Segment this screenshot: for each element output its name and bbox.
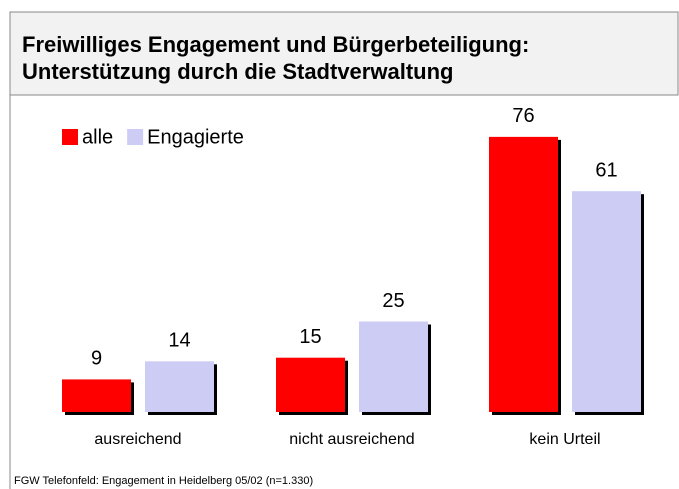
legend-swatch [62,129,78,145]
header-box [9,11,679,96]
value-label: 15 [299,326,321,348]
bar [145,361,214,412]
legend-label: Engagierte [147,126,244,148]
bar [359,321,428,412]
x-tick-label: ausreichend [94,431,181,448]
bar [276,357,345,412]
value-label: 9 [91,348,102,370]
x-tick-label: nicht ausreichend [289,431,414,448]
value-label: 25 [382,290,404,312]
legend-swatch [127,129,144,145]
bar [489,136,558,412]
value-label: 76 [512,105,534,127]
legend-label: alle [82,126,113,148]
x-tick-label: kein Urteil [529,431,600,448]
chart-title: Unterstützung durch die Stadtverwaltung [22,59,453,84]
bar [572,191,641,412]
source-note: FGW Telefonfeld: Engagement in Heidelber… [14,475,313,487]
value-label: 61 [595,159,617,181]
chart-title: Freiwilliges Engagement und Bürgerbeteil… [22,32,529,57]
bar [62,379,131,412]
value-label: 14 [168,330,190,352]
